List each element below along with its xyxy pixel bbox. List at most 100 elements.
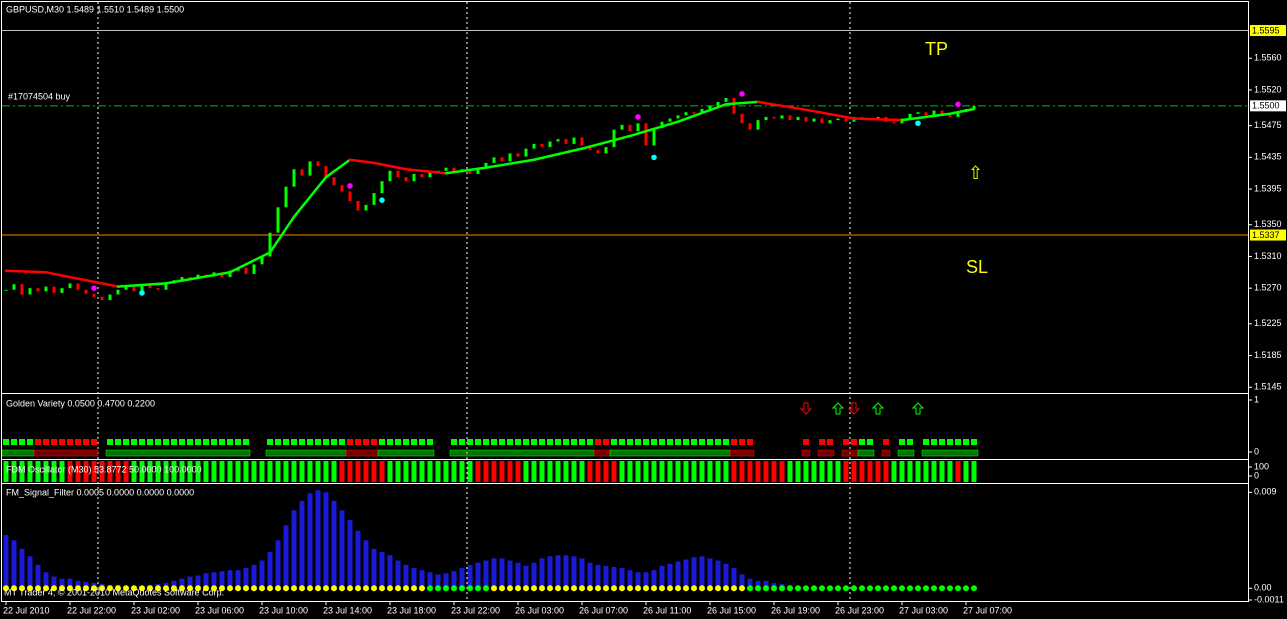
signal-square xyxy=(619,439,625,445)
filter-dot xyxy=(339,585,345,592)
signal-square xyxy=(515,439,521,445)
histogram-bar xyxy=(571,556,577,589)
oscillator-bar xyxy=(59,461,65,482)
oscillator-bar xyxy=(435,461,441,482)
oscillator-bar xyxy=(483,461,489,482)
signal-dot xyxy=(915,120,921,127)
histogram-bar xyxy=(427,572,433,589)
histogram-bar xyxy=(211,572,217,589)
filter-dot xyxy=(907,585,913,592)
oscillator-bar xyxy=(875,461,881,482)
candle xyxy=(92,293,96,297)
signal-square xyxy=(139,439,145,445)
candle xyxy=(516,153,520,157)
filter-dot xyxy=(19,585,25,592)
histogram-bar xyxy=(467,564,473,589)
take-profit-label: TP xyxy=(925,39,948,59)
oscillator-bar xyxy=(355,461,361,482)
filter-dot xyxy=(627,585,633,592)
histogram-bar xyxy=(371,548,377,589)
y-tick-label: 0.009 xyxy=(1254,487,1277,497)
filter-dot xyxy=(139,585,145,592)
histogram-bar xyxy=(299,500,305,589)
y-tick-label: 1.5560 xyxy=(1254,53,1282,63)
signal-arrow xyxy=(847,402,861,415)
candle xyxy=(28,288,32,295)
oscillator-bar xyxy=(315,461,321,482)
y-tick-label: 1.5435 xyxy=(1254,152,1282,162)
histogram-bar xyxy=(515,562,521,589)
candle xyxy=(916,112,920,114)
candle xyxy=(396,170,400,178)
signal-square xyxy=(403,439,409,445)
histogram-bar xyxy=(595,564,601,589)
signal-square xyxy=(651,439,657,445)
filter-dot xyxy=(883,585,889,592)
oscillator-bar xyxy=(395,461,401,482)
filter-dot xyxy=(483,585,489,592)
oscillator-bar xyxy=(955,461,961,482)
histogram-bar xyxy=(179,578,185,589)
moving-average xyxy=(116,282,168,288)
candle xyxy=(140,284,144,292)
signal-arrow xyxy=(871,402,885,415)
signal-square xyxy=(219,439,225,445)
oscillator-bar xyxy=(227,461,233,482)
candle xyxy=(300,169,304,176)
filter-dot xyxy=(619,585,625,592)
moving-average xyxy=(164,271,232,285)
oscillator-bar xyxy=(275,461,281,482)
filter-dot xyxy=(27,585,33,592)
oscillator-bar xyxy=(531,461,537,482)
filter-dot xyxy=(435,585,441,592)
signal-square xyxy=(147,439,153,445)
candle xyxy=(580,137,584,146)
candle xyxy=(956,112,960,117)
oscillator-bar xyxy=(163,461,169,482)
candle xyxy=(276,207,280,233)
oscillator-bar xyxy=(683,461,689,482)
candle xyxy=(572,137,576,144)
signal-square xyxy=(387,439,393,445)
signal-square xyxy=(803,439,809,445)
signal-square xyxy=(747,439,753,445)
histogram-bar xyxy=(283,525,289,589)
signal-strip xyxy=(265,449,347,457)
histogram-bar xyxy=(403,564,409,589)
filter-dot xyxy=(195,585,201,592)
histogram-bar xyxy=(587,562,593,589)
filter-dot xyxy=(803,585,809,592)
oscillator-bar xyxy=(555,461,561,482)
signal-square xyxy=(155,439,161,445)
candle xyxy=(348,191,352,201)
signal-square xyxy=(531,439,537,445)
candle xyxy=(828,120,832,124)
candle xyxy=(692,112,696,114)
histogram-bar xyxy=(539,558,545,589)
histogram-bar xyxy=(747,578,753,589)
signal-strip xyxy=(345,449,379,457)
candle xyxy=(324,166,328,178)
histogram-bar xyxy=(731,568,737,589)
histogram-bar xyxy=(635,572,641,589)
candle xyxy=(708,105,712,110)
candle xyxy=(940,110,944,114)
signal-square xyxy=(27,439,33,445)
histogram-bar xyxy=(339,510,345,589)
candle xyxy=(948,113,952,117)
x-tick-label: 27 Jul 07:00 xyxy=(963,605,1012,615)
candle xyxy=(764,116,768,121)
signal-dot xyxy=(739,91,745,97)
chart-title: GBPUSD,M30 1.5489 1.5510 1.5489 1.5500 xyxy=(6,4,184,14)
oscillator-bar xyxy=(123,461,129,482)
oscillator-bar xyxy=(643,461,649,482)
candle xyxy=(612,129,616,148)
signal-square xyxy=(539,439,545,445)
oscillator-bar xyxy=(211,461,217,482)
oscillator-bar xyxy=(611,461,617,482)
filter-dot xyxy=(331,585,337,592)
filter-dot xyxy=(275,585,281,592)
candle xyxy=(836,118,840,121)
signal-square xyxy=(371,439,377,445)
candle xyxy=(308,161,312,176)
